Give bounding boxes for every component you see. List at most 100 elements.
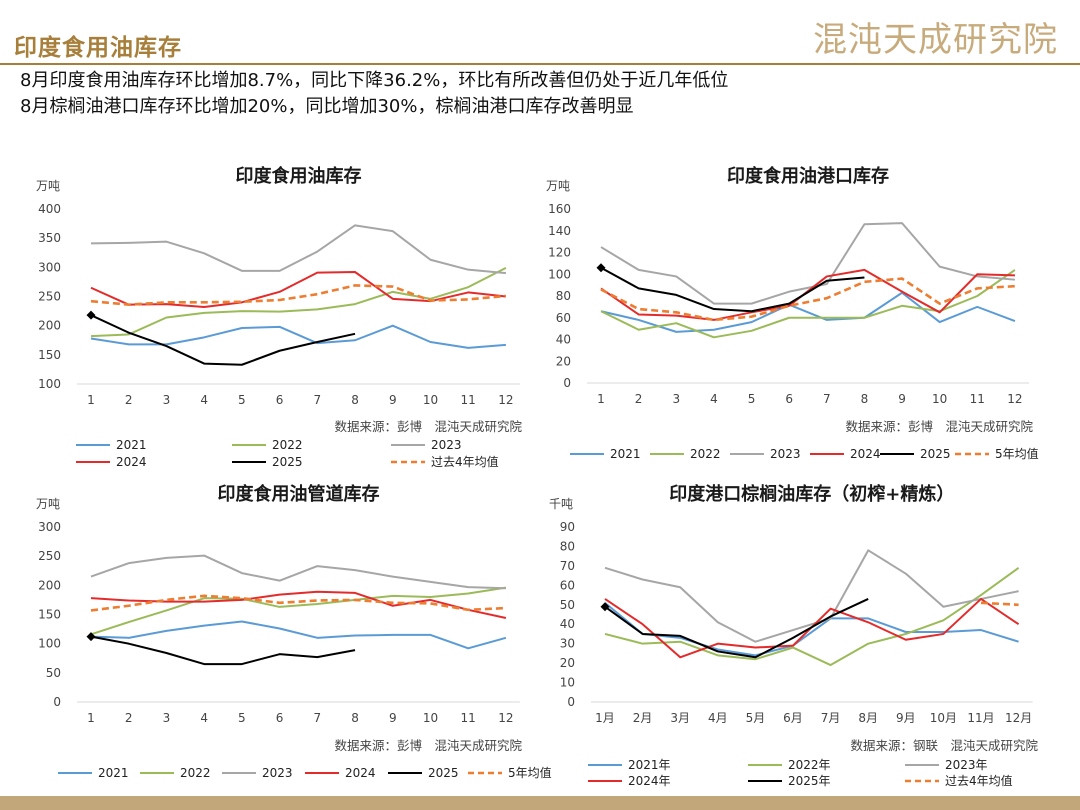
x-tick-label: 1 — [87, 393, 95, 407]
x-tick-label: 11月 — [967, 711, 994, 725]
legend-label: 2023 — [262, 766, 293, 780]
x-tick-label: 1月 — [595, 711, 615, 725]
series-line-5 — [980, 601, 1019, 607]
series-line-0 — [90, 324, 506, 349]
chart-title: 印度食用油管道库存 — [217, 483, 379, 505]
legend-label: 2023年 — [945, 758, 988, 772]
x-tick-label: 7 — [823, 392, 831, 406]
legend-label: 2021年 — [628, 758, 671, 772]
y-tick-label: 150 — [38, 608, 61, 622]
x-tick-label: 10 — [423, 711, 438, 725]
series-start-marker — [86, 632, 96, 642]
legend-label: 2025 — [272, 455, 303, 469]
x-tick-label: 9月 — [896, 711, 916, 725]
y-tick-label: 60 — [556, 311, 571, 325]
x-tick-label: 6 — [276, 711, 284, 725]
x-tick-label: 4 — [200, 711, 208, 725]
y-tick-label: 300 — [38, 260, 61, 274]
summary-line-2: 8月棕榈油港口库存环比增加20%，同比增加30%，棕榈油港口库存改善明显 — [20, 96, 634, 117]
legend-label: 2025年 — [788, 774, 831, 788]
y-tick-label: 250 — [38, 549, 61, 563]
y-tick-label: 140 — [548, 224, 571, 238]
x-tick-label: 4 — [200, 393, 208, 407]
x-tick-label: 8月 — [858, 711, 878, 725]
series-start-marker — [596, 263, 606, 273]
series-line-4 — [90, 314, 356, 366]
y-tick-label: 350 — [38, 231, 61, 245]
y-tick-label: 200 — [38, 319, 61, 333]
chart-title: 印度食用油港口库存 — [727, 165, 889, 187]
series-line-2 — [600, 222, 1016, 305]
series-start-marker — [600, 602, 610, 612]
x-tick-label: 12 — [498, 711, 513, 725]
y-tick-label: 150 — [38, 348, 61, 362]
y-tick-label: 50 — [46, 666, 61, 680]
y-tick-label: 0 — [53, 695, 61, 709]
y-tick-label: 30 — [560, 637, 575, 651]
legend-label: 2022 — [180, 766, 211, 780]
series-line-4 — [604, 598, 869, 659]
y-unit-label: 万吨 — [546, 179, 570, 193]
x-tick-label: 2 — [125, 393, 133, 407]
y-tick-label: 60 — [560, 578, 575, 592]
x-tick-label: 10月 — [930, 711, 957, 725]
x-tick-label: 3 — [163, 393, 171, 407]
y-tick-label: 10 — [560, 676, 575, 690]
legend-label: 2022 — [690, 447, 721, 461]
series-line-2 — [90, 554, 506, 590]
x-tick-label: 1 — [87, 711, 95, 725]
x-tick-label: 5 — [238, 711, 246, 725]
x-tick-label: 2 — [125, 711, 133, 725]
x-tick-label: 2 — [635, 392, 643, 406]
legend-label: 2022 — [272, 438, 303, 452]
legend-label: 2024年 — [628, 774, 671, 788]
legend-label: 2024 — [116, 455, 147, 469]
source-note: 数据来源：彭博 混沌天成研究院 — [334, 738, 522, 753]
y-tick-label: 400 — [38, 202, 61, 216]
series-line-5 — [90, 284, 507, 306]
y-unit-label: 千吨 — [549, 497, 573, 511]
legend-label: 2021 — [610, 447, 641, 461]
legend-label: 5年均值 — [995, 446, 1039, 461]
x-tick-label: 12 — [498, 393, 513, 407]
x-tick-label: 1 — [597, 392, 605, 406]
x-tick-label: 9 — [898, 392, 906, 406]
legend-label: 2025 — [428, 766, 459, 780]
x-tick-label: 5 — [748, 392, 756, 406]
legend-label: 2021 — [116, 438, 147, 452]
x-tick-label: 9 — [389, 711, 397, 725]
series-line-0 — [604, 602, 1019, 657]
x-tick-label: 12 — [1007, 392, 1022, 406]
x-tick-label: 3 — [163, 711, 171, 725]
series-line-1 — [604, 567, 1020, 667]
footer-bar — [0, 796, 1080, 810]
x-tick-label: 8 — [351, 711, 359, 725]
series-line-0 — [90, 620, 507, 650]
legend-label: 2022年 — [788, 758, 831, 772]
y-tick-label: 100 — [38, 377, 61, 391]
y-tick-label: 40 — [556, 333, 571, 347]
y-tick-label: 250 — [38, 290, 61, 304]
x-tick-label: 7 — [313, 711, 321, 725]
legend-label: 过去4年均值 — [945, 773, 1013, 788]
brand-logo: 混沌天成研究院 — [813, 20, 1058, 60]
x-tick-label: 11 — [461, 711, 476, 725]
series-line-1 — [90, 586, 507, 636]
chart-title: 印度食用油库存 — [235, 165, 361, 187]
x-tick-label: 2月 — [633, 711, 653, 725]
x-tick-label: 9 — [389, 393, 397, 407]
source-note: 数据来源：彭博 混沌天成研究院 — [334, 419, 522, 434]
legend-label: 2024 — [345, 766, 376, 780]
y-tick-label: 40 — [560, 617, 575, 631]
x-tick-label: 11 — [970, 392, 985, 406]
y-tick-label: 20 — [560, 656, 575, 670]
y-tick-label: 120 — [548, 246, 571, 260]
chart-title: 印度港口棕榈油库存（初榨+精炼） — [669, 483, 954, 505]
series-line-4 — [90, 635, 356, 666]
chart-india-port-palm-oil-stocks: 印度港口棕榈油库存（初榨+精炼） 千吨 0 10 20 30 40 50 60 70 80 90 1月 2… — [549, 483, 1038, 788]
x-tick-label: 4月 — [708, 711, 728, 725]
page-title: 印度食用油库存 — [14, 34, 182, 61]
y-unit-label: 万吨 — [36, 179, 60, 193]
legend-label: 5年均值 — [508, 765, 552, 780]
